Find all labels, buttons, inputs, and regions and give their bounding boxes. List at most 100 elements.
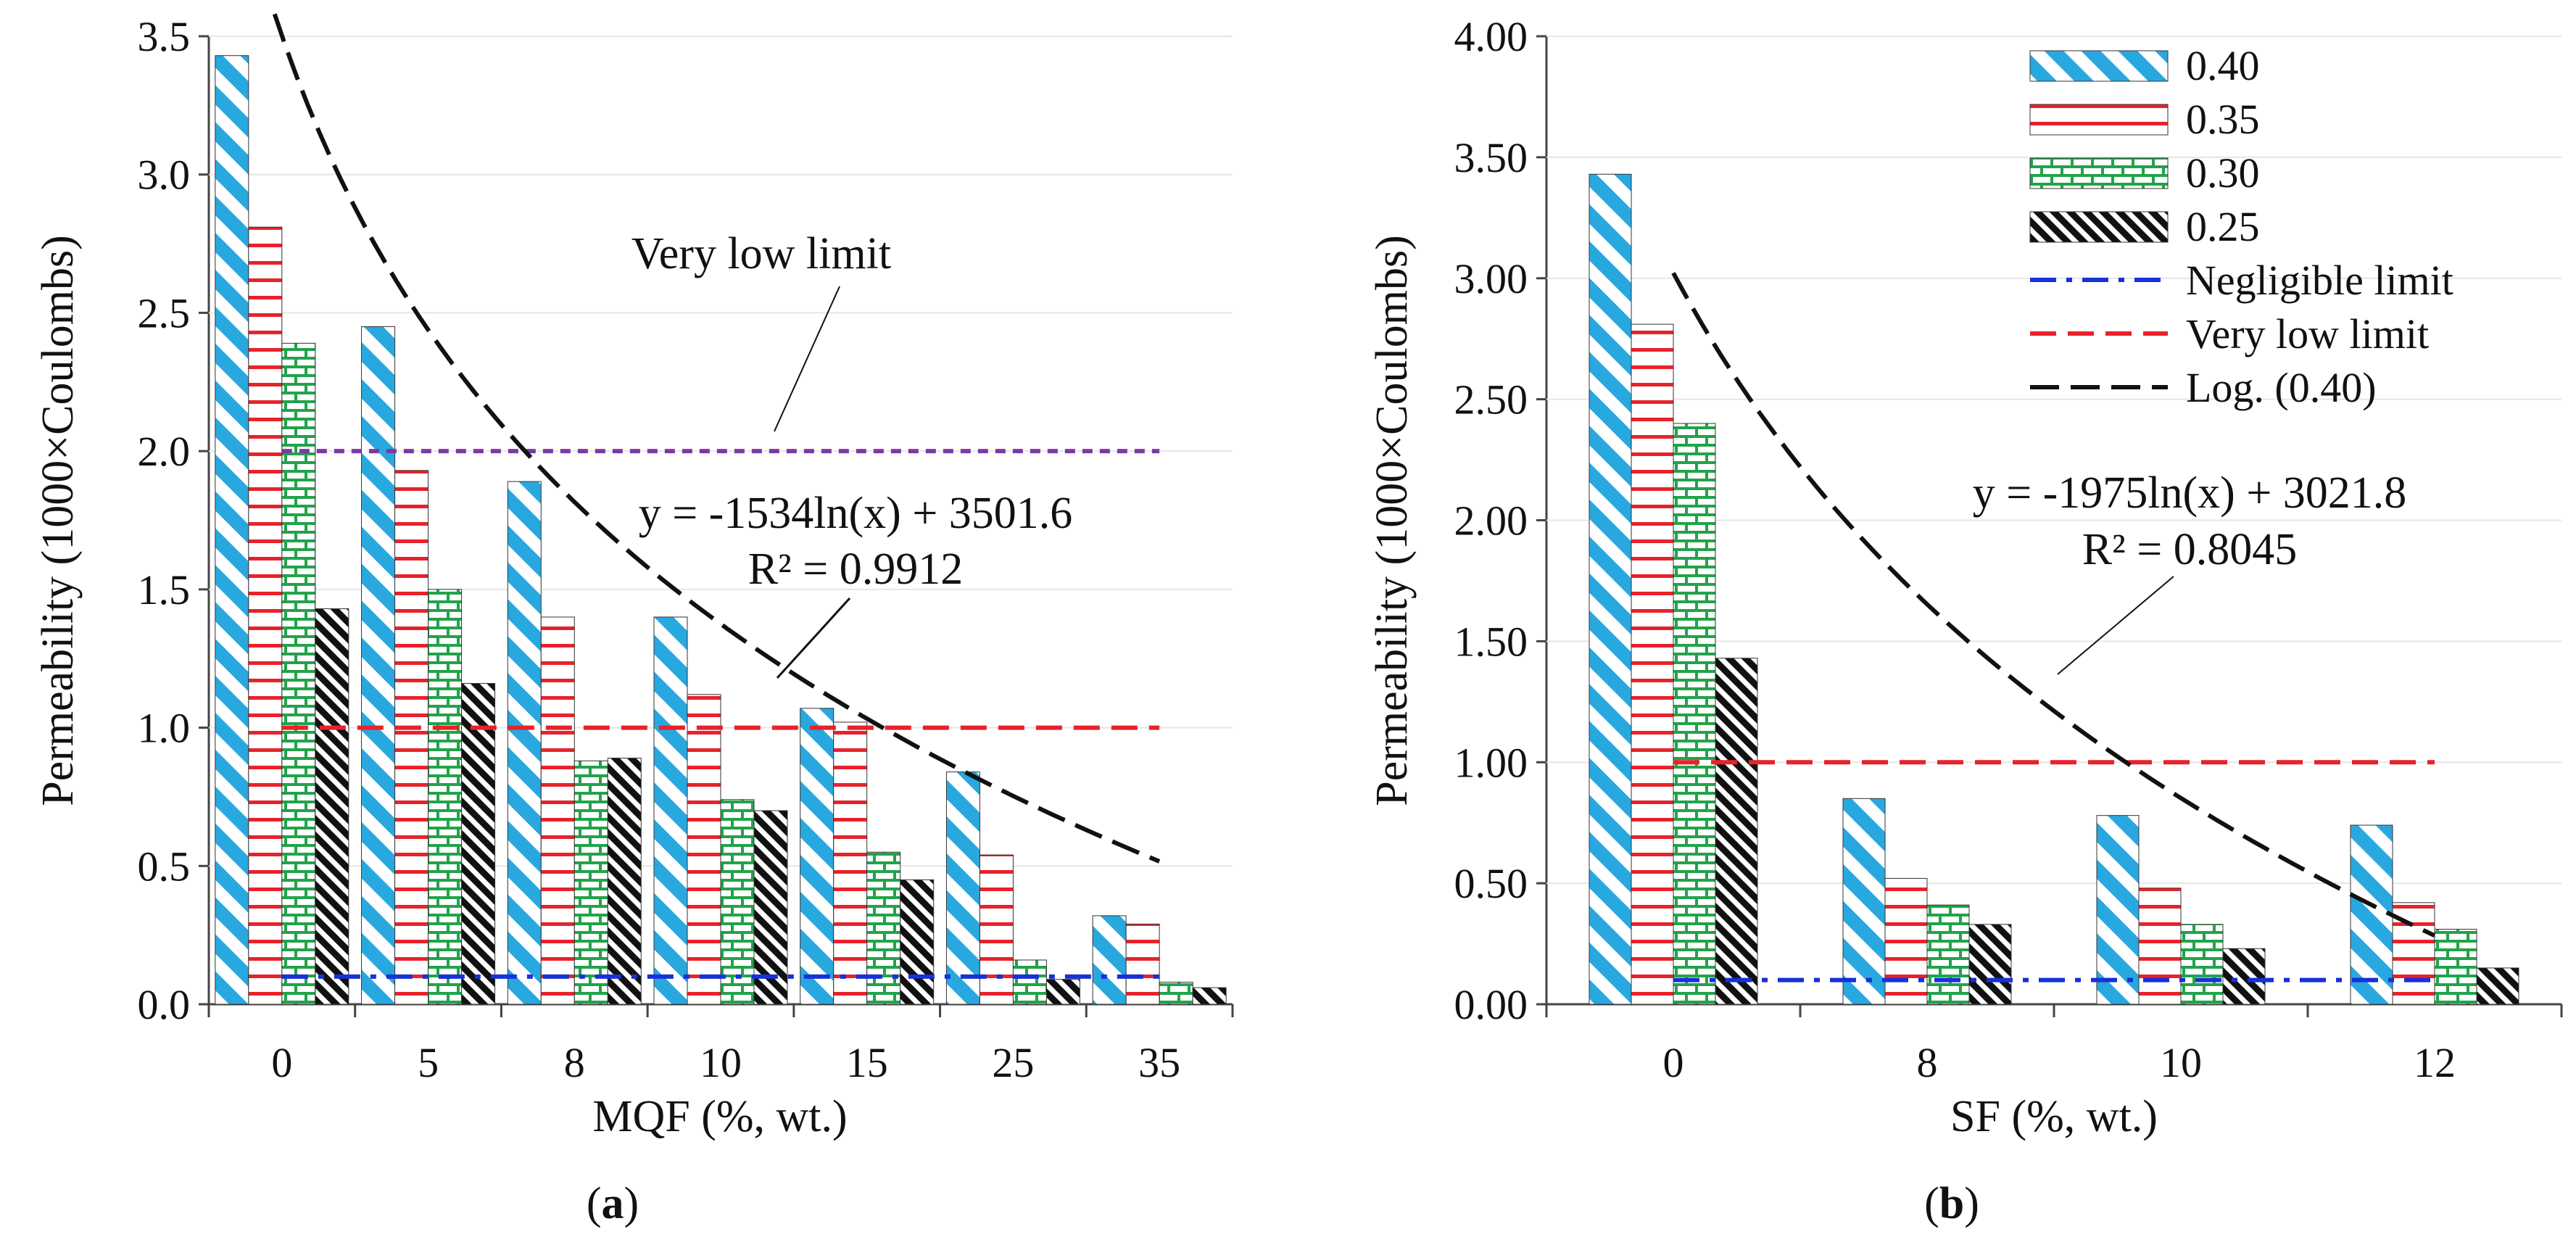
panel-a-bar-s030-5 [428,589,463,1005]
panel-a-fit-pointer [776,597,851,679]
panel-a-x-axis-title: MQF (%, wt.) [592,1092,847,1141]
panel-b-bar-s025-10 [2222,948,2266,1005]
legend-entry-label: Negligible limit [2186,257,2453,304]
panel-b-bar-s035-10 [2138,888,2182,1005]
panel-a-bar-s035-15 [833,721,868,1005]
panel-a-bar-s035-10 [687,694,721,1005]
legend-entry-label: 0.40 [2186,42,2260,89]
panel-b-y-tick-label: 1.00 [1454,739,1528,786]
panel-a-limit-pointer [774,286,840,432]
panel-b-caption-letter: b [1939,1179,1964,1228]
panel-b-bar-s025-8 [1968,924,2012,1005]
panel-a-bar-s040-10 [653,616,688,1005]
legend-swatch-s030 [2029,157,2169,189]
panel-a-x-tick-label: 25 [992,1039,1034,1086]
panel-a-bar-s035-8 [540,616,575,1005]
panel-a-y-tick-label: 0.0 [138,981,191,1028]
panel-b-caption-open: ( [1924,1179,1939,1228]
panel-a-bar-s025-15 [900,879,935,1005]
panel-b-r-squared: R² = 0.8045 [2082,525,2297,574]
panel-a-bar-s025-5 [461,683,496,1005]
panel-b-y-tick-label: 3.00 [1454,255,1528,302]
panel-a-bar-s025-35 [1192,987,1227,1005]
panel-a-r-squared: R² = 0.9912 [748,545,963,594]
panel-b-bar-s030-12 [2434,929,2477,1005]
panel-b-x-tick-label: 12 [2414,1039,2456,1086]
panel-a-x-tick-label: 8 [564,1039,585,1086]
panel-a-bar-s030-35 [1159,981,1193,1005]
panel-b-equation: y = -1975ln(x) + 3021.8 [1973,468,2407,518]
panel-b-y-tick-label: 4.00 [1454,13,1528,60]
panel-a-bar-s040-25 [945,771,980,1005]
panel-b-bar-s025-12 [2476,967,2519,1005]
panel-a-limit-label: Very low limit [631,229,891,278]
legend-entry-label: 0.25 [2186,203,2260,250]
panel-b-bar-s040-12 [2350,824,2393,1005]
panel-b-bar-s035-0 [1631,323,1674,1005]
panel-a-x-tick-label: 5 [418,1039,439,1086]
panel-a-y-tick-label: 3.0 [138,152,191,199]
panel-b-bar-s030-0 [1673,423,1716,1005]
panel-a-x-tick-label: 10 [700,1039,742,1086]
panel-a-y-tick-label: 1.5 [138,566,191,613]
panel-b-x-tick-label: 8 [1917,1039,1938,1086]
panel-a-x-tick-label: 35 [1138,1039,1180,1086]
panel-b-bar-s040-8 [1842,798,1886,1005]
panel-b-fit-pointer [2057,576,2174,675]
panel-a-bar-s030-0 [281,342,316,1005]
panel-b-y-tick-label: 1.50 [1454,618,1528,665]
panel-a-bar-s030-10 [720,799,755,1005]
panel-a-caption-close: ) [624,1179,639,1228]
panel-b-legend: 0.40 0.35 0.30 0.25 Negligible limit Very low… [2029,42,2453,411]
panel-a-bar-s040-15 [800,708,834,1005]
panel-b-bar-s030-8 [1926,904,1970,1005]
legend-entry-label: Log. (0.40) [2186,364,2377,411]
panel-b-bar-s040-0 [1589,173,1632,1005]
panel-b-y-tick-label: 0.00 [1454,981,1528,1028]
panel-b-y-tick-label: 2.00 [1454,497,1528,545]
panel-a-bar-s040-0 [215,55,249,1005]
panel-a-y-tick-label: 2.5 [138,289,191,336]
panel-a-bar-s040-35 [1092,915,1127,1005]
legend-swatch-s035 [2029,104,2169,136]
legend-entry-label: 0.35 [2186,96,2260,143]
panel-b-y-axis-title: Permeability (1000×Coulombs) [1367,235,1417,806]
panel-a-caption-letter: a [602,1179,624,1228]
panel-b-bar-s025-0 [1715,658,1758,1005]
panel-a-bar-s025-8 [607,758,642,1005]
panel-a-bar-s035-25 [979,854,1014,1005]
panel-a-bar-s040-8 [507,481,542,1005]
panel-b-y-tick-label: 0.50 [1454,860,1528,907]
panel-b-caption: (b) [1924,1179,1979,1228]
panel-a-bar-s035-35 [1125,923,1160,1005]
panel-b-caption-close: ) [1964,1179,1979,1228]
panel-b-chart: 0.00 0.50 1.00 1.50 2.00 2.50 3.00 3.50 4.00 0 8 1… [1367,13,2563,1228]
panel-a-x-tick-label: 0 [271,1039,292,1086]
panel-b-x-axis-title: SF (%, wt.) [1950,1092,2158,1141]
panel-a-log-fit-line [272,13,1161,864]
panel-a-bar-s040-5 [361,326,396,1005]
panel-a-y-axis-title: Permeability (1000×Coulombs) [33,235,83,806]
panel-a-y-tick-label: 2.0 [138,428,191,475]
panel-b-bar-s030-10 [2180,924,2224,1005]
panel-b-x-tick-label: 0 [1663,1039,1684,1086]
panel-a-x-tick-label: 15 [846,1039,888,1086]
panel-a-caption: (a) [587,1179,639,1228]
panel-a-y-tick-label: 3.5 [138,13,191,60]
panel-b-y-tick-label: 2.50 [1454,376,1528,423]
panel-b-y-tick-label: 3.50 [1454,134,1528,181]
panel-b-bar-s035-8 [1884,877,1928,1005]
panel-a-equation: y = -1534ln(x) + 3501.6 [639,489,1073,538]
legend-swatch-s025 [2029,211,2169,243]
panel-a-bar-s030-15 [866,851,901,1005]
panel-a-caption-open: ( [587,1179,602,1228]
panel-b-log-fit-line [1671,272,2436,938]
legend-swatch-s040 [2029,50,2169,82]
legend-entry-label: Very low limit [2186,310,2429,357]
panel-a-y-tick-label: 1.0 [138,705,191,752]
panel-a-bar-s025-10 [753,810,788,1005]
panel-a-bar-s025-0 [315,608,349,1005]
panel-a-y-tick-label: 0.5 [138,843,191,890]
panel-a-bar-s025-25 [1045,979,1080,1005]
panel-a-bar-s035-0 [248,226,283,1005]
